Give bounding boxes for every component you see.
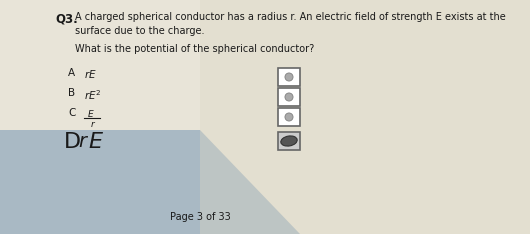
Polygon shape — [200, 0, 530, 234]
Polygon shape — [0, 130, 300, 234]
Text: C: C — [68, 108, 75, 118]
Text: $E$: $E$ — [87, 108, 95, 119]
Text: r: r — [78, 132, 86, 151]
Text: $rE$: $rE$ — [84, 68, 97, 80]
Text: surface due to the charge.: surface due to the charge. — [75, 26, 205, 36]
FancyBboxPatch shape — [278, 88, 300, 106]
FancyBboxPatch shape — [278, 68, 300, 86]
FancyBboxPatch shape — [278, 108, 300, 126]
Text: B: B — [68, 88, 75, 98]
Text: $rE^2$: $rE^2$ — [84, 88, 101, 102]
Ellipse shape — [281, 136, 297, 146]
FancyBboxPatch shape — [278, 132, 300, 150]
Text: E: E — [88, 132, 102, 152]
Text: Q3.: Q3. — [55, 12, 78, 25]
Text: D: D — [64, 132, 81, 152]
Circle shape — [285, 113, 293, 121]
Text: $r$: $r$ — [90, 119, 96, 129]
Text: A: A — [68, 68, 75, 78]
Circle shape — [285, 73, 293, 81]
Text: Page 3 of 33: Page 3 of 33 — [170, 212, 231, 222]
Text: What is the potential of the spherical conductor?: What is the potential of the spherical c… — [75, 44, 314, 54]
Text: A charged spherical conductor has a radius r. An electric field of strength E ex: A charged spherical conductor has a radi… — [75, 12, 506, 22]
Circle shape — [285, 93, 293, 101]
